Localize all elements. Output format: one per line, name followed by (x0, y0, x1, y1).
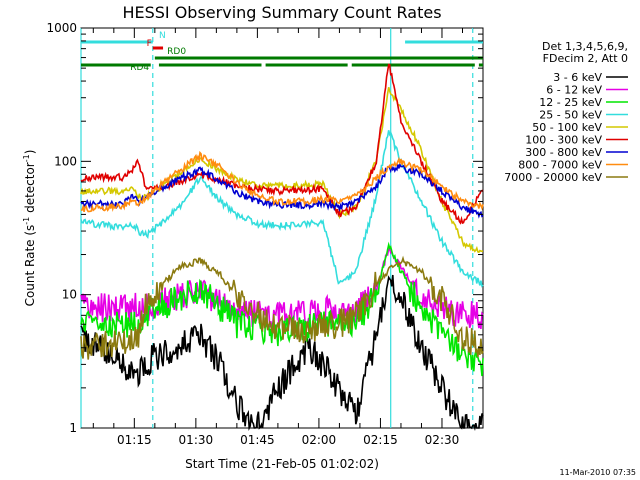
footer-timestamp: 11-Mar-2010 07:35 (560, 468, 637, 477)
x-tick-label: 02:00 (302, 433, 337, 447)
series-line (80, 274, 484, 431)
legend-header-line1: Det 1,3,4,5,6,9, (542, 40, 628, 53)
chart-title: HESSI Observing Summary Count Rates (122, 3, 441, 22)
y-tick-label: 1 (69, 421, 77, 435)
flag-bars: NF RD0 RD4 (81, 31, 483, 73)
flag-label: N (159, 31, 166, 41)
legend-entry-label: 6 - 12 keV (546, 84, 602, 97)
y-label-part: Count Rate (s (23, 225, 37, 307)
x-tick-label: 01:15 (117, 433, 152, 447)
legend-entry-label: 800 - 7000 keV (518, 159, 602, 172)
x-tick-label: 01:45 (240, 433, 275, 447)
legend-header-line2: FDecim 2, Att 0 (543, 52, 628, 65)
y-label-part: ) (23, 150, 37, 155)
x-tick-label: 02:30 (425, 433, 460, 447)
series-line (80, 130, 484, 288)
y-tick-label: 1000 (46, 21, 77, 35)
y-tick-label: 100 (54, 154, 77, 168)
x-tick-label: 01:30 (179, 433, 214, 447)
y-label-sup: -1 (22, 154, 31, 162)
y-axis-label: Count Rate (s-1 detector-1) (22, 150, 37, 307)
legend-entry-label: 50 - 100 keV (532, 121, 602, 134)
legend-entry-label: 3 - 6 keV (553, 71, 602, 84)
legend-entry-label: 12 - 25 keV (539, 96, 602, 109)
legend-entry-label: 100 - 300 keV (525, 134, 602, 147)
series-line (80, 255, 484, 360)
flag-label: RD4 (130, 63, 149, 73)
y-axis-ticks: 1 10 100 1000 (46, 21, 483, 435)
legend-entry-label: 25 - 50 keV (539, 109, 602, 122)
legend-entry-label: 300 - 800 keV (525, 146, 602, 159)
flag-label: RD0 (167, 47, 186, 57)
y-tick-label: 10 (62, 288, 77, 302)
x-tick-label: 02:15 (363, 433, 398, 447)
x-axis-ticks: 01:15 01:30 01:45 02:00 02:15 02:30 (92, 28, 463, 447)
y-label-part: detector (23, 162, 37, 217)
series-line (80, 63, 484, 225)
legend: Det 1,3,4,5,6,9, FDecim 2, Att 0 3 - 6 k… (504, 40, 628, 184)
legend-entry-label: 7000 - 20000 keV (504, 171, 602, 184)
x-axis-label: Start Time (21-Feb-05 01:02:02) (185, 457, 379, 471)
plot-frame (80, 27, 484, 429)
series-line (80, 241, 484, 377)
flag-label: F (147, 39, 152, 49)
series-line (80, 150, 484, 213)
series-lines (80, 63, 484, 431)
y-label-sup: -1 (22, 217, 31, 225)
